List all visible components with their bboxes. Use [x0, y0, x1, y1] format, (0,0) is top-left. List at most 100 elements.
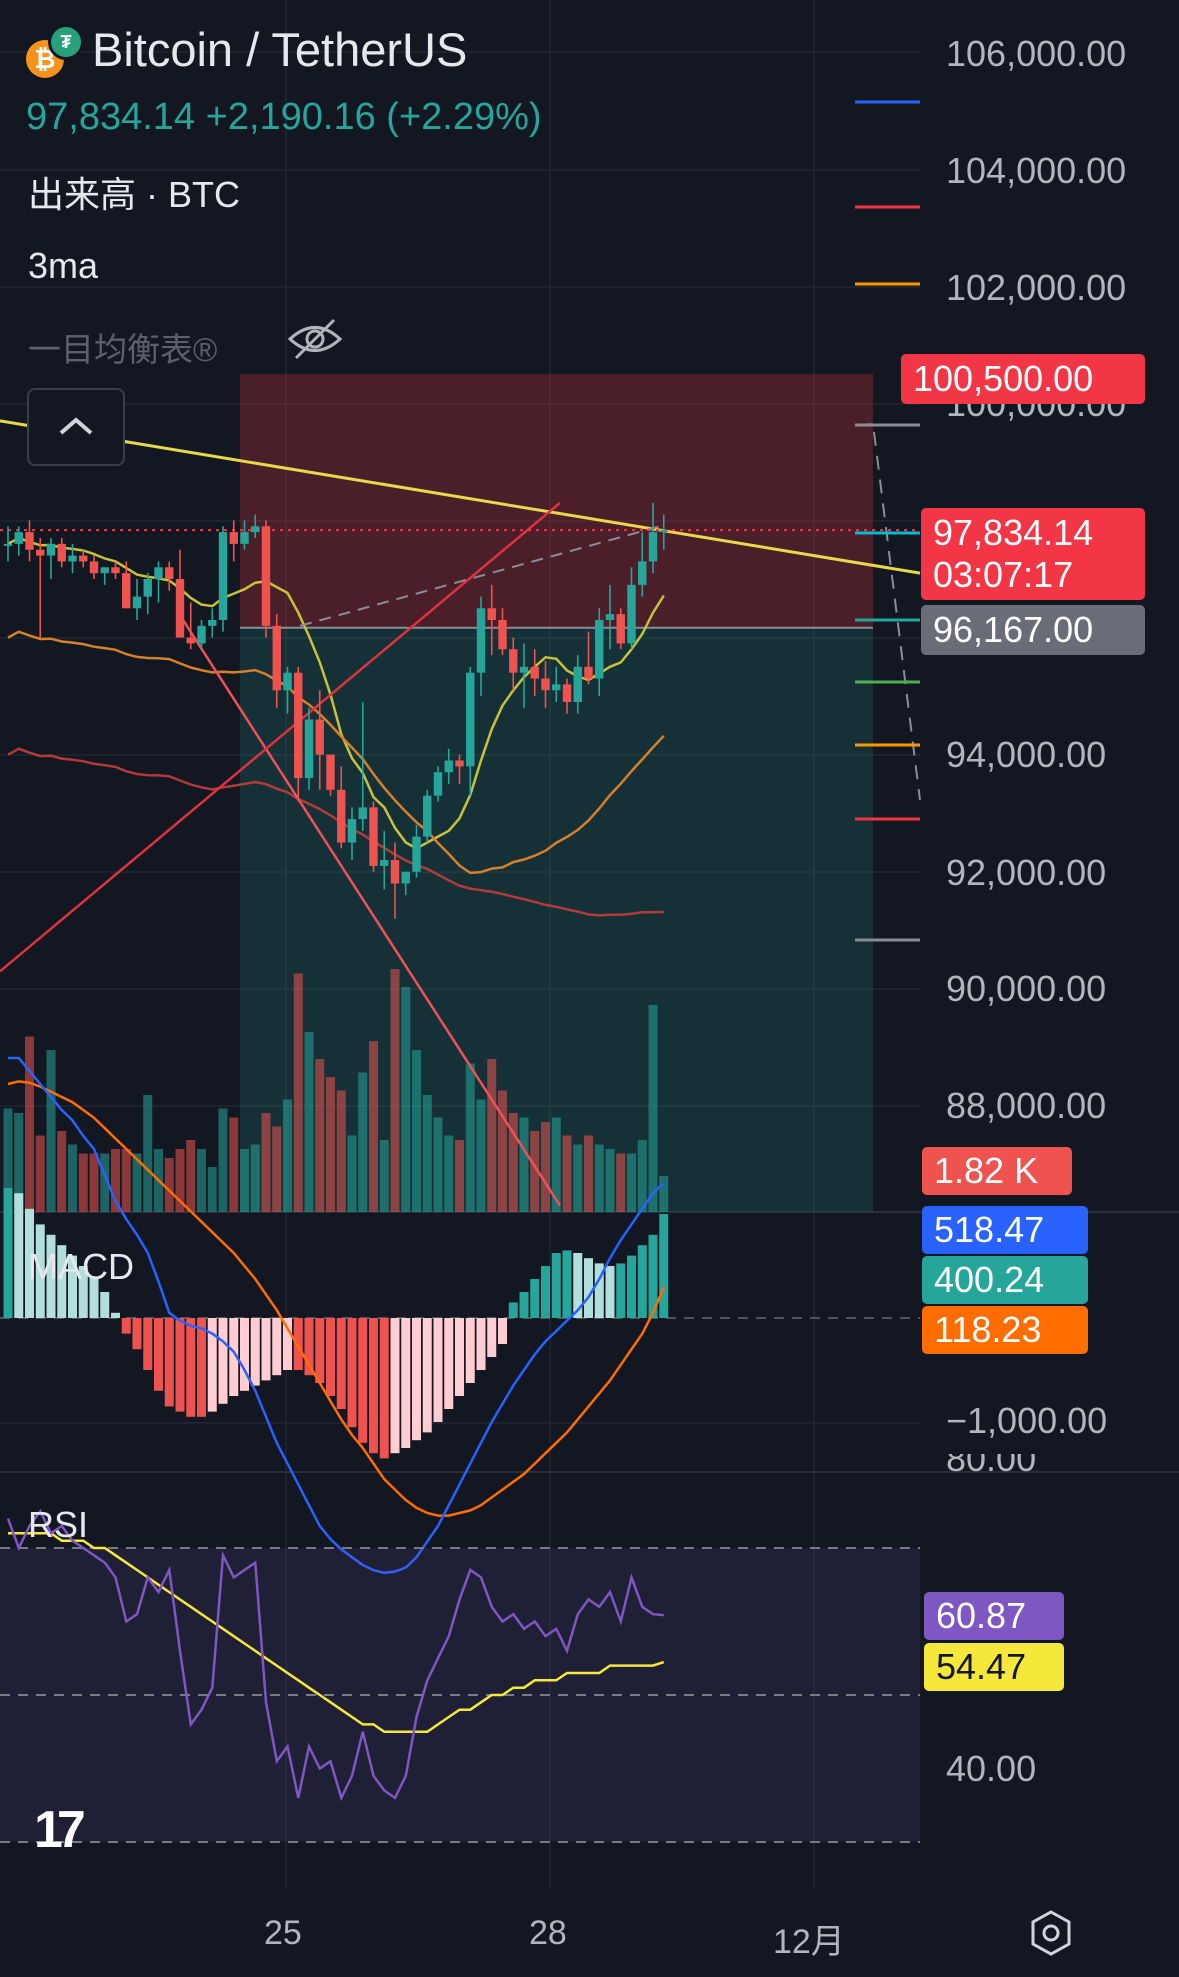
descending-trend-line — [0, 419, 921, 575]
signal-value-badge: 118.23 — [922, 1306, 1088, 1354]
price-change: +2,190.16 — [205, 96, 376, 138]
candle-body — [552, 684, 561, 691]
macd-histogram-bar — [584, 1258, 593, 1318]
macd-histogram-bar — [444, 1318, 454, 1409]
volume-bar — [637, 1140, 647, 1212]
time-label: 28 — [529, 1914, 567, 1952]
chart-settings-button[interactable] — [1028, 1910, 1074, 1956]
last-price-value: 97,834.14 — [933, 512, 1094, 553]
volume-bar — [100, 1153, 110, 1212]
candle-body — [25, 532, 34, 550]
candle-body — [595, 619, 604, 679]
macd-histogram-bar — [476, 1318, 486, 1370]
candle-body — [175, 579, 185, 638]
volume-bar — [498, 1090, 507, 1212]
candle-body — [423, 795, 432, 837]
candle-body — [197, 625, 206, 644]
volume-bar — [508, 1113, 518, 1212]
price-label: 106,000.00 — [946, 33, 1127, 74]
candle-body — [638, 561, 647, 585]
mid-ma-line — [7, 630, 665, 875]
candle-body — [487, 608, 496, 620]
macd-histogram-bar — [519, 1292, 529, 1318]
candle-body — [36, 549, 45, 556]
price-label: 102,000.00 — [946, 267, 1127, 308]
collapse-legend-button[interactable] — [27, 388, 125, 466]
price-label: 94,000.00 — [946, 734, 1107, 775]
tradingview-logo[interactable]: 17 — [34, 1801, 86, 1859]
volume-bar — [164, 1158, 174, 1212]
eye-off-icon[interactable] — [286, 316, 344, 362]
macd-histogram-bar — [121, 1318, 131, 1334]
volume-bar — [304, 1032, 314, 1212]
macd-histogram-bar — [616, 1263, 626, 1318]
rsi-label[interactable]: RSI — [28, 1504, 89, 1545]
candle-body — [605, 614, 615, 620]
macd-histogram-bar — [358, 1318, 368, 1443]
volume-bar — [369, 1041, 378, 1212]
candle-body — [68, 555, 77, 562]
volume-bar — [111, 1149, 120, 1212]
macd-histogram-bar — [46, 1234, 56, 1318]
ichimoku-indicator-label[interactable]: 一目均衡表® — [28, 331, 218, 368]
time-label: 12月 — [773, 1923, 845, 1961]
candle-body — [272, 625, 281, 691]
volume-indicator-label[interactable]: 出来高 · BTC — [28, 174, 240, 215]
price-label: 90,000.00 — [946, 968, 1107, 1009]
macd-histogram-bar — [422, 1318, 432, 1433]
candle-body — [229, 532, 238, 544]
volume-bar — [358, 1072, 368, 1212]
volume-bar — [132, 1153, 142, 1212]
volume-bars — [3, 969, 669, 1212]
symbol-title[interactable]: Bitcoin / TetherUS — [92, 23, 468, 76]
macd-histogram-bar — [240, 1318, 249, 1391]
rsi-axis-label: 40.00 — [946, 1748, 1037, 1789]
volume-bar — [283, 1099, 292, 1212]
volume-bar — [659, 1176, 669, 1212]
bar-countdown: 03:07:17 — [933, 554, 1074, 595]
macd-histogram-bar — [594, 1263, 604, 1318]
volume-bar — [175, 1149, 185, 1212]
macd-pane — [0, 1056, 920, 1575]
candle-body — [455, 760, 464, 767]
candle-body — [218, 532, 228, 620]
macd-histogram-bar — [551, 1253, 561, 1318]
fast-ma-line — [7, 536, 665, 850]
candle-body — [498, 619, 507, 650]
candle-body — [315, 719, 324, 755]
volume-bar — [207, 1167, 217, 1212]
volume-bar — [422, 1095, 432, 1212]
macd-label[interactable]: MACD — [28, 1246, 134, 1287]
candle-body — [519, 666, 529, 673]
target-zone — [240, 374, 873, 628]
macd-histogram-bar — [336, 1318, 346, 1409]
macd-histogram-bar — [304, 1318, 314, 1376]
last-price: 97,834.14 — [26, 96, 196, 138]
volume-bar — [293, 973, 303, 1212]
candle-body — [390, 860, 400, 884]
macd-value-badge: 518.47 — [922, 1206, 1088, 1254]
macd-histogram-bar — [100, 1292, 110, 1318]
rsi-value-badge: 60.87 — [924, 1592, 1064, 1640]
signal-line — [7, 1080, 665, 1517]
candle-body — [89, 561, 99, 574]
macd-axis-label: −1,000.00 — [946, 1400, 1108, 1441]
ma-indicator-label[interactable]: 3ma — [28, 245, 99, 286]
macd-histogram-bar — [369, 1318, 378, 1454]
candle-body — [208, 619, 217, 626]
macd-histogram-bar — [293, 1318, 303, 1370]
macd-histogram-bar — [186, 1318, 196, 1417]
volume-bar — [315, 1059, 325, 1212]
macd-histogram-bar — [197, 1318, 206, 1417]
candle-body — [57, 543, 66, 562]
macd-histogram-bar — [143, 1318, 153, 1370]
candle-body — [659, 530, 668, 533]
macd-line — [8, 1056, 665, 1575]
macd-histogram-bar — [530, 1279, 540, 1318]
candle-body — [261, 526, 271, 626]
macd-histogram-bar — [207, 1318, 217, 1412]
volume-bar — [250, 1144, 260, 1212]
candle-body — [240, 532, 249, 544]
candle-body — [294, 672, 303, 779]
